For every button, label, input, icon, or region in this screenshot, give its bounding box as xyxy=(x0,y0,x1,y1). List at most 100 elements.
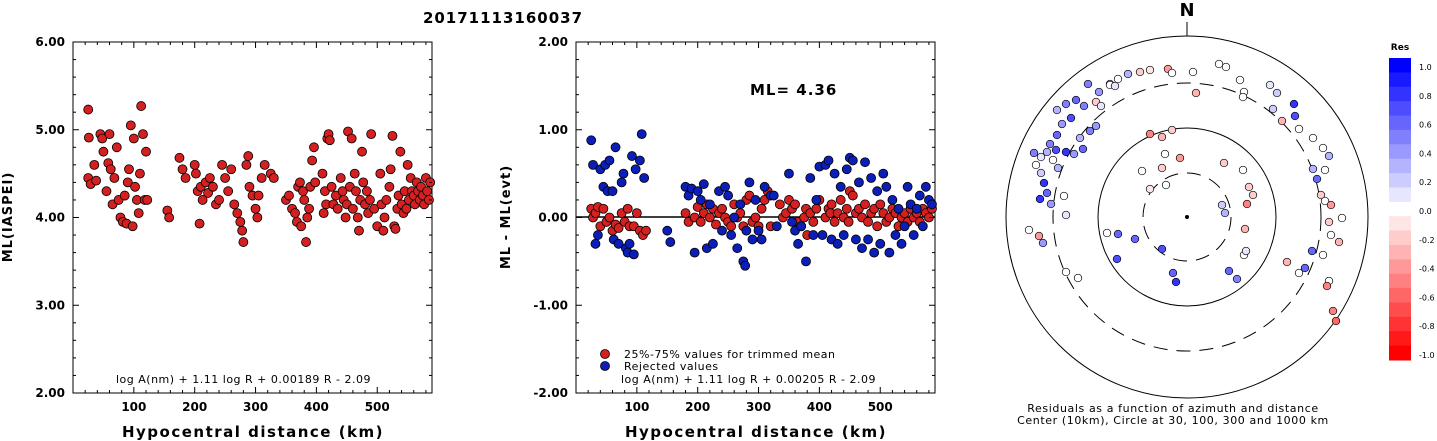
rejected-point xyxy=(628,249,639,260)
station-residual-point xyxy=(1217,200,1227,210)
accepted-point xyxy=(97,133,108,144)
station-residual-point xyxy=(1265,80,1275,90)
station-residual-point xyxy=(1167,125,1177,135)
rejected-point xyxy=(784,168,794,179)
station-residual-point xyxy=(1157,244,1167,254)
station-residual-point xyxy=(1320,165,1330,175)
accepted-point xyxy=(808,216,819,227)
x-tick-label: 500 xyxy=(868,400,893,414)
colorbar-cell xyxy=(1389,273,1411,289)
colorbar-cell xyxy=(1389,230,1411,246)
colorbar-title: Res xyxy=(1391,43,1409,53)
accepted-point xyxy=(318,208,329,219)
rejected-point xyxy=(610,142,621,153)
accepted-point xyxy=(83,104,94,115)
colorbar-cell xyxy=(1389,173,1411,188)
rejected-point xyxy=(593,230,603,240)
station-residual-point xyxy=(1112,254,1122,264)
accepted-point xyxy=(189,159,200,170)
station-residual-point xyxy=(1031,160,1041,170)
accepted-point xyxy=(829,216,840,227)
station-residual-point xyxy=(1061,267,1071,277)
station-residual-point xyxy=(1042,147,1052,157)
station-residual-point xyxy=(1024,225,1034,235)
rejected-point xyxy=(630,164,641,175)
station-residual-point xyxy=(1232,274,1242,284)
rejected-point xyxy=(850,234,861,245)
accepted-point xyxy=(295,177,305,188)
colorbar-cell xyxy=(1389,201,1411,217)
rejected-point xyxy=(796,221,807,232)
colorbar-tick-label: 0.2 xyxy=(1419,178,1432,187)
rejected-point xyxy=(586,135,597,146)
accepted-point xyxy=(422,186,433,197)
station-residual-point xyxy=(1294,268,1304,278)
station-residual-point xyxy=(1035,194,1045,204)
accepted-point xyxy=(375,168,386,179)
left-panel: 2.00 3.00 4.00 5.00 6.00 100 200 300 400 500 ML(… xyxy=(1,35,436,441)
station-residual-point xyxy=(1091,121,1101,131)
station-residual-point xyxy=(1075,133,1085,143)
accepted-point xyxy=(378,225,389,236)
station-residual-point xyxy=(1188,67,1198,77)
x-tick-label: 100 xyxy=(121,400,146,414)
residual-colorbar: Res 1.0 0.8 0.6 0.4 0.2 0.0 -0.2 -0.4 -0.6 -0.8 -1… xyxy=(1389,43,1435,361)
station-residual-point xyxy=(1113,74,1123,84)
colorbar-cell xyxy=(1389,316,1411,332)
colorbar-cell xyxy=(1389,288,1411,303)
middle-panel: -2.00 -1.00 0.00 1.00 2.00 100 200 300 400 500 M… xyxy=(499,35,937,441)
accepted-point xyxy=(238,237,249,247)
rejected-point xyxy=(607,186,618,197)
station-residual-point xyxy=(1277,116,1287,126)
station-residual-point xyxy=(1242,199,1252,209)
rejected-point xyxy=(911,203,922,214)
accepted-point xyxy=(863,216,873,227)
accepted-point xyxy=(387,130,398,141)
accepted-point xyxy=(205,173,215,183)
rejected-point xyxy=(875,238,886,249)
colorbar-cell xyxy=(1389,72,1411,88)
rejected-point xyxy=(627,151,637,161)
x-tick-label: 200 xyxy=(182,400,207,414)
colorbar-cell xyxy=(1389,58,1411,73)
accepted-point xyxy=(695,216,706,227)
rejected-point xyxy=(665,237,676,247)
station-residual-point xyxy=(1316,190,1326,200)
station-residual-point xyxy=(1102,228,1112,238)
rejected-point xyxy=(759,181,770,192)
station-residual-point xyxy=(1289,99,1299,109)
accepted-point xyxy=(352,212,363,223)
station-residual-point xyxy=(1083,79,1093,89)
rejected-point xyxy=(908,230,919,240)
station-residual-point xyxy=(1096,101,1106,111)
accepted-point xyxy=(101,186,112,197)
accepted-point xyxy=(232,208,243,219)
station-residual-point xyxy=(1123,69,1133,79)
rejected-point xyxy=(590,238,601,249)
rejected-point xyxy=(884,247,895,258)
station-residual-point xyxy=(1224,266,1234,276)
accepted-point xyxy=(354,225,364,236)
accepted-point xyxy=(229,199,240,210)
accepted-point xyxy=(138,129,148,140)
station-residual-point xyxy=(1061,210,1071,220)
station-residual-point xyxy=(1066,113,1076,123)
rejected-point xyxy=(872,186,883,197)
station-residual-point xyxy=(1244,182,1254,192)
middle-formula: log A(nm) + 1.11 log R + 0.00205 R - 2.0… xyxy=(621,373,876,386)
middle-y-axis-label: ML - ML(evt) xyxy=(499,165,514,269)
accepted-point xyxy=(317,168,328,179)
accepted-point xyxy=(847,190,858,201)
colorbar-cell xyxy=(1389,244,1411,260)
accepted-point xyxy=(259,159,270,170)
station-residual-point xyxy=(1073,273,1083,283)
accepted-point xyxy=(284,190,294,201)
accepted-point xyxy=(237,225,248,236)
middle-y-axis: -2.00 -1.00 0.00 1.00 2.00 xyxy=(533,35,935,400)
rejected-point xyxy=(695,195,706,205)
y-tick-label: 5.00 xyxy=(35,123,65,137)
station-residual-point xyxy=(1290,111,1300,121)
station-residual-point xyxy=(1029,148,1039,158)
station-residual-point xyxy=(1248,190,1258,200)
accepted-point xyxy=(774,199,785,210)
